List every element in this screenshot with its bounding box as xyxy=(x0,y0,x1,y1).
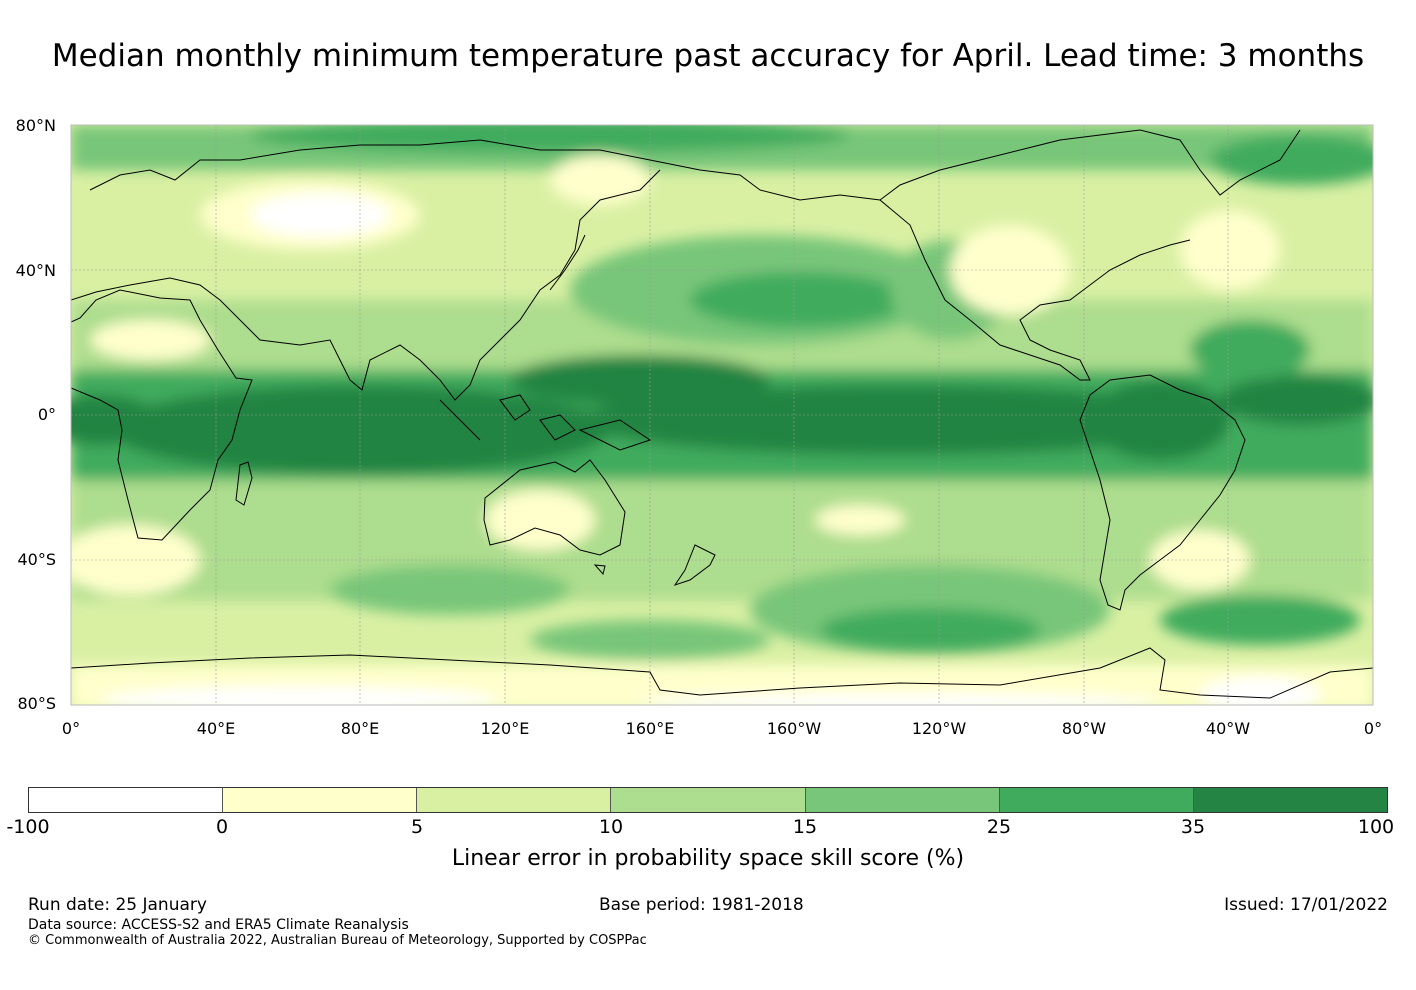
colorbar-segment xyxy=(222,788,417,812)
lat-label-80s: 80°S xyxy=(17,694,56,713)
colorbar-segment xyxy=(610,788,805,812)
colorbar-tick: 10 xyxy=(598,816,624,838)
lon-label-40w: 40°W xyxy=(1205,719,1251,738)
lat-label-equator: 0° xyxy=(37,405,56,424)
colorbar-segment xyxy=(1192,788,1387,812)
coastlines xyxy=(71,129,1373,699)
colorbar-segment xyxy=(804,788,999,812)
lon-label-40e: 40°E xyxy=(196,719,236,738)
lat-label-40s: 40°S xyxy=(17,550,56,569)
lon-label-160e: 160°E xyxy=(625,719,675,738)
run-date: Run date: 25 January xyxy=(28,895,207,915)
lon-label-80e: 80°E xyxy=(340,719,380,738)
colorbar-tick: 35 xyxy=(1180,816,1206,838)
colorbar-tick: 15 xyxy=(792,816,818,838)
lon-label-120w: 120°W xyxy=(911,719,967,738)
copyright: © Commonwealth of Australia 2022, Austra… xyxy=(28,933,647,948)
lon-label-0-right: 0° xyxy=(1363,719,1383,738)
lat-label-40n: 40°N xyxy=(15,261,56,280)
lon-label-120e: 120°E xyxy=(480,719,530,738)
colorbar-segment xyxy=(29,788,223,812)
colorbar-tick: 5 xyxy=(410,816,424,838)
base-period: Base period: 1981-2018 xyxy=(599,895,804,915)
lon-label-80w: 80°W xyxy=(1061,719,1107,738)
colorbar-tick: -100 xyxy=(6,816,50,838)
issued-date: Issued: 17/01/2022 xyxy=(1224,895,1388,915)
map-frame xyxy=(70,124,1374,706)
lat-label-80n: 80°N xyxy=(15,116,56,135)
colorbar xyxy=(28,787,1388,813)
colorbar-segment xyxy=(416,788,611,812)
map-title: Median monthly minimum temperature past … xyxy=(51,38,1365,74)
colorbar-tick: 100 xyxy=(1357,816,1395,838)
colorbar-tick: 25 xyxy=(986,816,1012,838)
graticule xyxy=(71,125,1373,705)
lon-label-0-left: 0° xyxy=(61,719,81,738)
skill-score-map xyxy=(70,124,1374,706)
colorbar-label: Linear error in probability space skill … xyxy=(451,846,965,871)
data-source: Data source: ACCESS-S2 and ERA5 Climate … xyxy=(28,917,409,933)
lon-label-160w: 160°W xyxy=(766,719,822,738)
colorbar-segment xyxy=(998,788,1193,812)
colorbar-tick: 0 xyxy=(215,816,229,838)
